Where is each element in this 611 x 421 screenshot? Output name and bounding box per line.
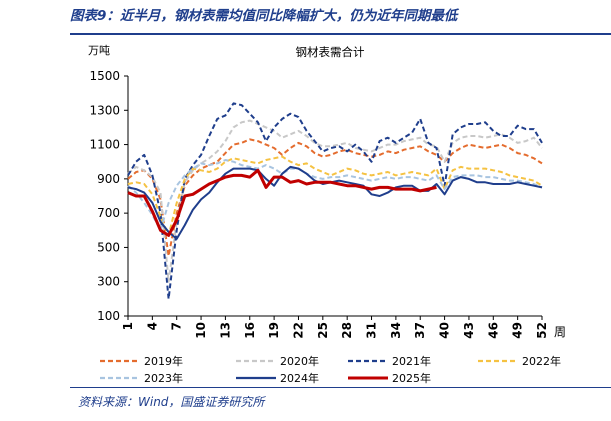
y-tick-label: 700	[97, 206, 120, 220]
x-tick-label: 49	[511, 322, 525, 339]
x-tick-label: 13	[218, 322, 232, 339]
legend-label: 2022年	[522, 354, 561, 368]
series-line	[127, 102, 543, 300]
legend-label: 2019年	[144, 354, 183, 368]
y-axis-unit: 万吨	[88, 44, 110, 57]
x-tick-label: 46	[486, 322, 500, 339]
figure-title: 图表9：近半月，钢材表需均值同比降幅扩大，仍为近年同期最低	[70, 8, 458, 24]
x-axis-label: 周	[554, 325, 566, 339]
x-tick-label: 4	[145, 322, 159, 330]
series-line	[127, 119, 543, 283]
legend-label: 2023年	[144, 371, 183, 385]
x-tick-label: 40	[438, 322, 452, 339]
y-tick-label: 1100	[89, 138, 120, 152]
series-line	[127, 165, 543, 240]
series-line	[127, 155, 543, 237]
y-tick-label: 1300	[89, 103, 120, 117]
x-tick-label: 31	[365, 322, 379, 339]
x-tick-label: 10	[194, 322, 208, 339]
legend-label: 2021年	[392, 354, 431, 368]
legend-label: 2020年	[280, 354, 319, 368]
y-tick-label: 500	[97, 240, 120, 254]
source-rule	[70, 387, 611, 388]
y-tick-label: 100	[97, 309, 120, 323]
y-tick-label: 900	[97, 172, 120, 186]
y-tick-label: 1500	[89, 69, 120, 83]
chart-title: 钢材表需合计	[295, 45, 365, 59]
x-tick-label: 7	[170, 322, 184, 330]
x-tick-label: 43	[462, 322, 476, 339]
series-line	[127, 159, 543, 232]
x-tick-label: 22	[291, 322, 305, 339]
header-rule	[70, 33, 611, 35]
x-tick-label: 25	[316, 322, 330, 339]
series-line	[127, 138, 543, 257]
x-tick-label: 52	[535, 322, 549, 339]
legend-label: 2025年	[392, 371, 431, 385]
x-tick-label: 1	[121, 322, 135, 330]
x-tick-label: 37	[413, 322, 427, 339]
x-tick-label: 34	[389, 322, 403, 339]
source-note: 资料来源：Wind，国盛证券研究所	[78, 395, 265, 409]
x-tick-label: 19	[267, 322, 281, 339]
series-line	[127, 168, 437, 237]
x-tick-label: 16	[243, 322, 257, 339]
y-tick-label: 300	[97, 275, 120, 289]
legend-label: 2024年	[280, 371, 319, 385]
x-tick-label: 28	[340, 322, 354, 339]
